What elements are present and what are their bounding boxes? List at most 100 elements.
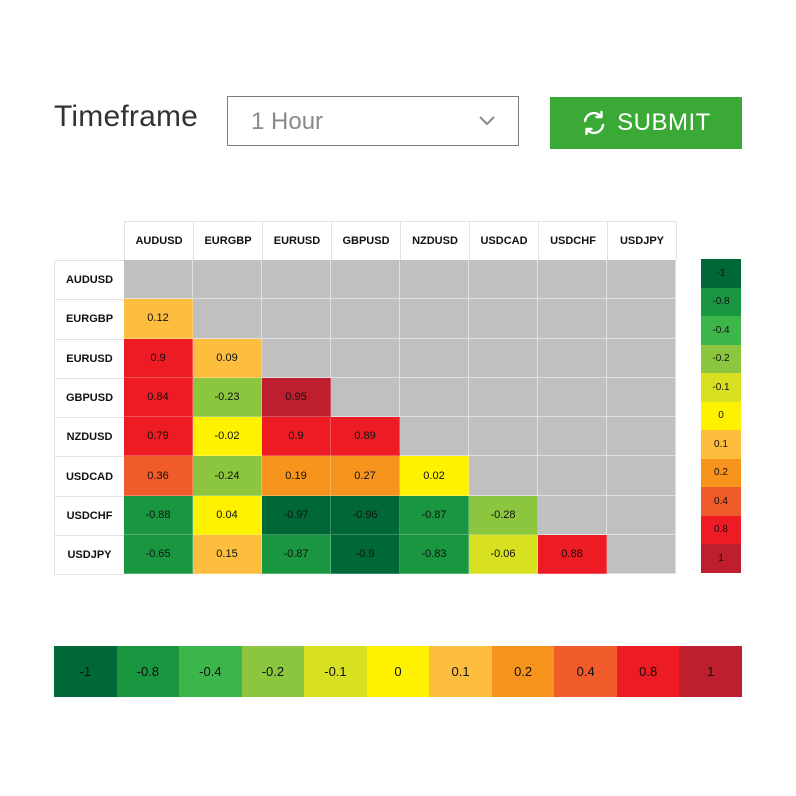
legend-swatch: -1 <box>54 646 117 697</box>
empty-cell <box>331 260 400 300</box>
correlation-cell: 0.15 <box>193 535 262 575</box>
correlation-cell: 0.12 <box>124 299 193 339</box>
empty-cell <box>124 260 193 300</box>
correlation-cell: 0.9 <box>262 417 331 457</box>
legend-swatch: -1 <box>701 259 741 288</box>
legend-swatch: 0.4 <box>554 646 617 697</box>
correlation-cell: 0.89 <box>331 417 400 457</box>
empty-cell <box>469 260 538 300</box>
empty-cell <box>538 299 607 339</box>
empty-cell <box>331 338 400 378</box>
legend-swatch: 0 <box>701 401 741 430</box>
row-header: USDCHF <box>54 495 125 537</box>
empty-cell <box>607 377 676 418</box>
empty-cell <box>262 299 331 339</box>
empty-cell <box>607 495 676 536</box>
correlation-cell: 0.19 <box>262 456 331 496</box>
legend-swatch: 0.1 <box>429 646 492 697</box>
column-header: USDCAD <box>469 221 539 261</box>
correlation-matrix: AUDUSD EURGBP EURUSD GBPUSD NZDUSD USDCAD USDC… <box>54 221 677 576</box>
row-header: NZDUSD <box>54 417 125 458</box>
row-header: EURGBP <box>54 299 125 340</box>
correlation-cell: 0.04 <box>193 495 262 536</box>
empty-cell <box>262 260 331 300</box>
row-header: EURUSD <box>54 338 125 379</box>
empty-cell <box>469 299 538 339</box>
submit-button[interactable]: SUBMIT <box>550 97 742 149</box>
legend-swatch: 0.1 <box>701 430 741 459</box>
column-header: EURUSD <box>262 221 332 261</box>
correlation-cell: -0.24 <box>193 456 262 496</box>
correlation-cell: -0.65 <box>124 535 193 575</box>
empty-cell <box>607 456 676 496</box>
empty-cell <box>469 338 538 378</box>
legend-swatch: 0.2 <box>701 458 741 487</box>
empty-cell <box>193 299 262 339</box>
correlation-cell: -0.87 <box>262 535 331 575</box>
column-header: GBPUSD <box>331 221 401 261</box>
empty-cell <box>538 338 607 378</box>
legend-swatch: 0.2 <box>491 646 555 697</box>
empty-cell <box>400 260 469 300</box>
empty-cell <box>400 417 469 457</box>
row-header: USDJPY <box>54 535 125 576</box>
legend-swatch: 0.8 <box>616 646 680 697</box>
correlation-cell: 0.95 <box>262 377 331 418</box>
empty-cell <box>607 299 676 339</box>
legend-swatch: -0.8 <box>701 287 741 316</box>
legend-swatch: -0.8 <box>116 646 180 697</box>
correlation-cell: 0.09 <box>193 338 262 378</box>
empty-cell <box>262 338 331 378</box>
submit-label: SUBMIT <box>617 109 711 136</box>
empty-cell <box>538 456 607 496</box>
correlation-cell: 0.27 <box>331 456 400 496</box>
chevron-down-icon <box>479 116 495 126</box>
empty-cell <box>331 377 400 418</box>
empty-cell <box>400 299 469 339</box>
legend-swatch: -0.4 <box>701 316 741 345</box>
legend-swatch: -0.2 <box>701 344 741 373</box>
column-header: AUDUSD <box>124 221 194 261</box>
correlation-cell: -0.87 <box>400 495 469 536</box>
correlation-cell: 0.02 <box>400 456 469 496</box>
column-header: NZDUSD <box>400 221 470 261</box>
correlation-cell: -0.97 <box>262 495 331 536</box>
empty-cell <box>400 377 469 418</box>
timeframe-select[interactable]: 1 Hour <box>227 96 519 146</box>
correlation-cell: -0.9 <box>331 535 400 575</box>
vertical-color-legend: -1 -0.8 -0.4 -0.2 -0.1 0 0.1 0.2 0.4 0.8 1 <box>701 259 741 573</box>
column-header: EURGBP <box>193 221 263 261</box>
empty-cell <box>400 338 469 378</box>
column-header: USDJPY <box>607 221 677 261</box>
empty-cell <box>469 417 538 457</box>
timeframe-value: 1 Hour <box>251 108 325 137</box>
column-header: USDCHF <box>538 221 608 261</box>
empty-cell <box>469 456 538 496</box>
legend-swatch: -0.4 <box>179 646 242 697</box>
correlation-cell: -0.88 <box>124 495 193 536</box>
empty-cell <box>331 299 400 339</box>
correlation-cell: -0.06 <box>469 535 538 575</box>
empty-cell <box>538 377 607 418</box>
legend-swatch: -0.1 <box>304 646 367 697</box>
empty-cell <box>193 260 262 300</box>
empty-cell <box>607 535 676 575</box>
row-header: AUDUSD <box>54 260 125 301</box>
correlation-cell: 0.88 <box>538 535 607 575</box>
legend-swatch: 0 <box>366 646 430 697</box>
legend-swatch: 0.8 <box>701 515 741 544</box>
row-header: USDCAD <box>54 456 125 497</box>
correlation-cell: 0.84 <box>124 377 193 418</box>
correlation-cell: 0.79 <box>124 417 193 457</box>
correlation-cell: -0.83 <box>400 535 469 575</box>
empty-cell <box>469 377 538 418</box>
legend-swatch: 1 <box>679 646 743 697</box>
empty-cell <box>607 417 676 457</box>
empty-cell <box>538 495 607 536</box>
timeframe-label: Timeframe <box>54 100 199 133</box>
correlation-cell: 0.9 <box>124 338 193 378</box>
empty-cell <box>607 260 676 300</box>
empty-cell <box>607 338 676 378</box>
correlation-cell: -0.23 <box>193 377 262 418</box>
legend-swatch: -0.1 <box>701 373 741 402</box>
